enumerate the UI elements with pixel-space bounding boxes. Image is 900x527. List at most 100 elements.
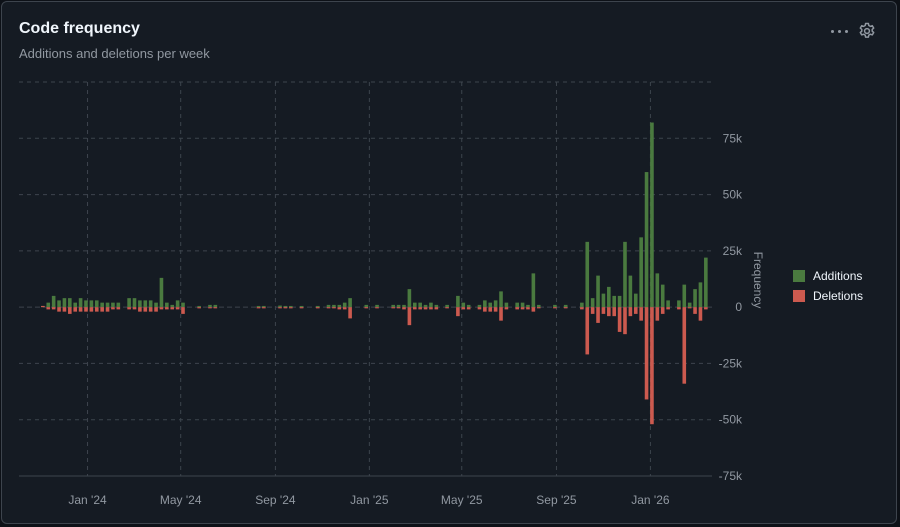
addition-bar — [51, 295, 56, 308]
addition-bar — [159, 277, 164, 308]
addition-bar — [332, 304, 336, 308]
deletion-bar — [213, 307, 218, 309]
gear-icon[interactable] — [858, 22, 876, 40]
addition-bar — [208, 304, 212, 308]
deletion-bar — [628, 307, 633, 317]
kebab-dot — [845, 30, 848, 33]
deletion-bar — [655, 307, 660, 321]
deletion-bar — [601, 307, 606, 314]
addition-bar — [391, 304, 396, 308]
addition-bar — [89, 300, 94, 308]
legend-item-deletions[interactable]: Deletions — [793, 286, 863, 306]
legend-item-additions[interactable]: Additions — [793, 266, 863, 286]
addition-bar — [337, 304, 342, 308]
deletion-bar — [698, 307, 703, 321]
y-axis-label: Frequency — [751, 252, 765, 309]
deletion-bar — [326, 307, 331, 309]
deletion-bar — [639, 307, 643, 321]
addition-bar — [639, 237, 643, 308]
deletion-bar — [504, 307, 509, 310]
deletion-bar — [456, 307, 460, 317]
addition-bar — [612, 295, 617, 308]
addition-bar — [456, 295, 460, 308]
addition-bar — [68, 298, 72, 308]
addition-bar — [100, 302, 104, 308]
addition-bar — [493, 300, 498, 308]
deletion-bar — [515, 307, 519, 310]
deletion-bar — [175, 307, 180, 310]
addition-bar — [693, 289, 697, 308]
deletion-bar — [687, 307, 692, 309]
x-tick-label: Sep '24 — [255, 493, 296, 507]
addition-bar — [364, 304, 369, 308]
addition-bar — [466, 304, 471, 308]
deletion-bar — [612, 307, 617, 317]
addition-bar — [116, 302, 121, 308]
addition-bar — [170, 304, 175, 308]
deletion-bar — [181, 307, 185, 314]
kebab-horizontal-icon[interactable] — [828, 21, 850, 41]
addition-bar — [127, 298, 131, 308]
deletion-bar — [315, 307, 320, 309]
deletion-bar — [477, 307, 482, 310]
y-tick-label: 75k — [723, 131, 743, 145]
addition-bar — [655, 273, 660, 308]
x-tick-label: May '25 — [441, 493, 483, 507]
deletion-bar — [483, 307, 487, 312]
addition-bar — [57, 300, 61, 308]
addition-bar — [375, 304, 379, 308]
deletion-bar — [208, 307, 212, 309]
addition-bar — [687, 302, 692, 308]
addition-bar — [563, 304, 568, 308]
deletion-bar — [57, 307, 61, 312]
deletion-bar — [677, 307, 681, 310]
addition-bar — [46, 302, 51, 308]
addition-bar — [407, 289, 412, 308]
deletion-bar — [633, 307, 638, 314]
addition-bar — [326, 304, 331, 308]
addition-bar — [132, 298, 137, 308]
deletion-bar — [94, 307, 99, 312]
addition-bar — [396, 304, 401, 308]
addition-bar — [111, 302, 115, 308]
x-tick-label: Jan '25 — [350, 493, 389, 507]
deletion-bar — [553, 307, 557, 309]
addition-bar — [585, 241, 590, 308]
deletion-bar — [62, 307, 67, 312]
deletion-bar — [51, 307, 56, 310]
y-tick-label: -50k — [719, 413, 743, 427]
deletion-bar — [342, 307, 347, 310]
addition-bar — [682, 284, 687, 308]
addition-bar — [461, 302, 466, 308]
addition-bar — [78, 298, 83, 308]
deletion-bar — [693, 307, 697, 314]
addition-bar — [515, 302, 519, 308]
deletion-bar — [197, 307, 201, 309]
addition-bar — [73, 302, 78, 308]
deletion-bar — [623, 307, 627, 335]
legend-label: Deletions — [813, 289, 864, 303]
deletion-bar — [375, 307, 379, 309]
addition-bar — [483, 300, 487, 308]
deletion-bar — [563, 307, 568, 309]
addition-bar — [536, 304, 541, 308]
addition-bar — [299, 305, 304, 308]
addition-bar — [278, 305, 282, 308]
deletion-bar — [46, 307, 51, 310]
y-tick-label: 25k — [723, 244, 743, 258]
deletion-bar — [429, 307, 433, 310]
addition-bar — [590, 298, 595, 308]
deletion-bar — [418, 307, 422, 310]
x-tick-label: Sep '25 — [536, 493, 577, 507]
deletion-bar — [332, 307, 336, 309]
addition-bar — [704, 257, 708, 308]
addition-bar — [644, 172, 649, 308]
deletion-bar — [650, 307, 654, 425]
deletion-bar — [256, 307, 261, 309]
deletion-bar — [100, 307, 104, 312]
addition-bar — [477, 304, 482, 308]
deletion-bar — [704, 307, 708, 310]
y-tick-label: 50k — [723, 188, 743, 202]
addition-bar — [607, 286, 611, 308]
addition-bar — [154, 302, 158, 308]
